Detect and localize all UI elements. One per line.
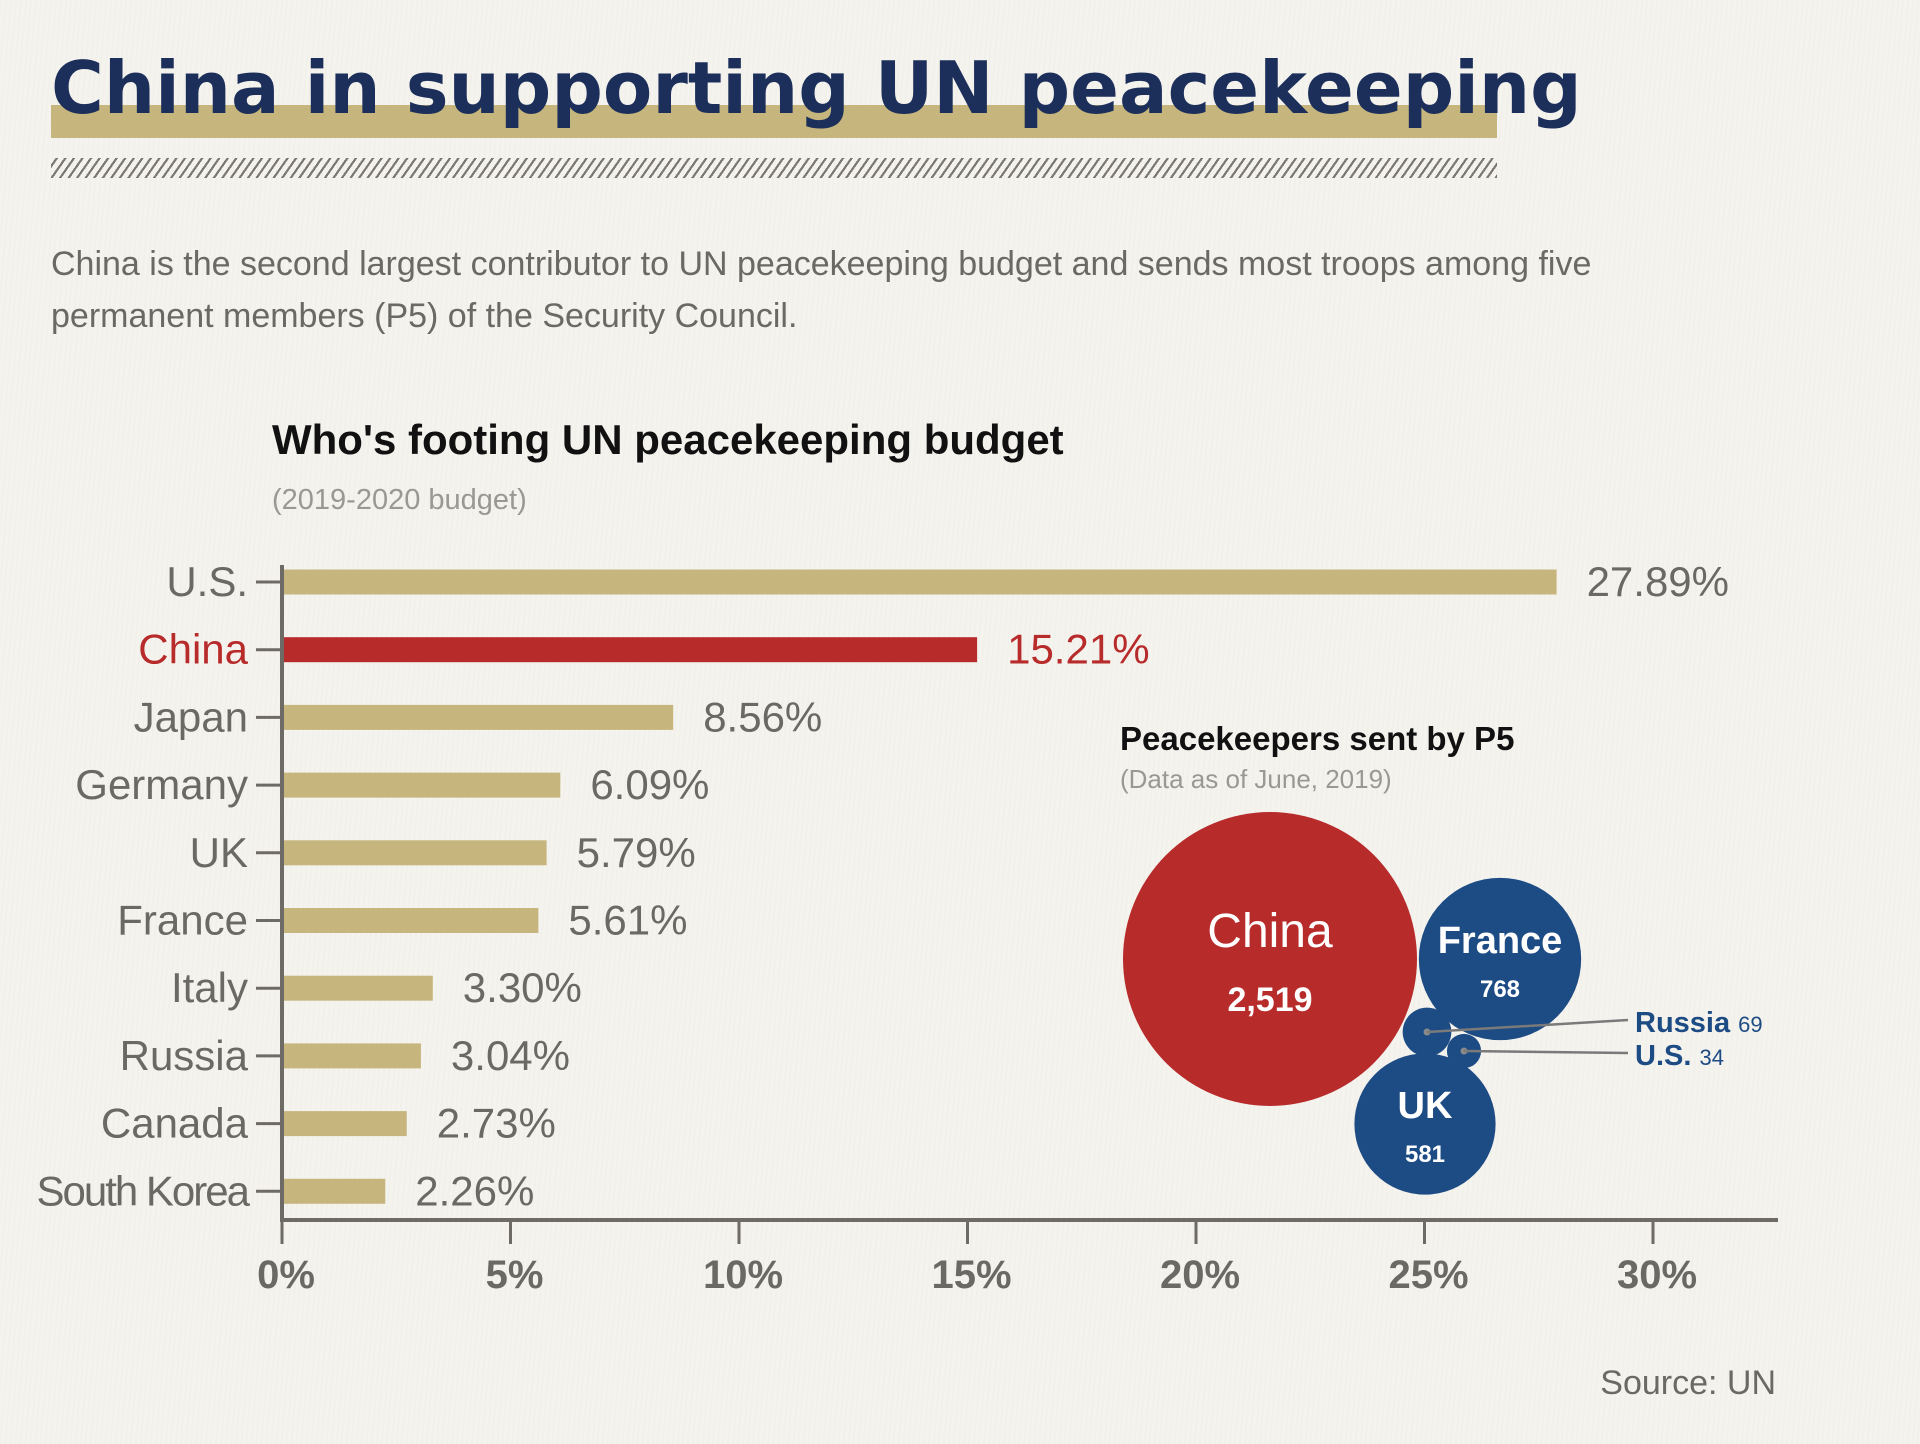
title-hatch-divider [51,158,1497,178]
data-label: 2.26% [415,1167,534,1214]
bar-u-s- [284,569,1557,595]
bar-france [284,908,539,933]
x-tick-label: 10% [703,1253,783,1297]
data-label: 5.61% [568,897,687,944]
category-label: France [117,897,248,944]
data-label: 15.21% [1007,626,1149,673]
category-label: Japan [134,693,248,740]
bar-china [284,637,978,663]
data-label: 27.89% [1587,558,1729,605]
category-label: China [138,626,248,673]
data-label: 5.79% [577,829,696,876]
callout-name: U.S. [1635,1040,1699,1072]
x-tick-label: 5% [486,1253,544,1297]
callout-value: 69 [1738,1012,1762,1037]
callout-label: U.S. 34 [1635,1040,1724,1072]
x-tick-label: 25% [1388,1253,1468,1297]
category-label: UK [190,829,248,876]
bar-chart-title: Who's footing UN peacekeeping budget [272,416,1064,463]
callout-name: Russia [1635,1007,1738,1039]
x-tick-label: 0% [257,1253,315,1297]
bubble-chart-subtitle: (Data as of June, 2019) [1120,764,1392,794]
bar-south-korea [284,1178,386,1204]
bubble-value-label: 581 [1405,1141,1445,1168]
category-label: South Korea [36,1167,250,1214]
callout-value: 34 [1699,1045,1723,1070]
category-label: Germany [75,761,248,808]
data-label: 6.09% [590,761,709,808]
bubble-name-label: France [1438,920,1563,962]
callout-leader-line [1463,1049,1629,1055]
bubble-uk [1354,1053,1496,1195]
bubble-value-label: 2,519 [1227,981,1312,1019]
category-label: Russia [120,1032,249,1079]
bubble-name-label: UK [1398,1085,1453,1127]
bar-russia [284,1043,421,1069]
data-label: 8.56% [703,693,822,740]
bubble-china [1123,812,1417,1106]
bar-italy [284,975,433,1001]
page-title: China in supporting UN peacekeeping [51,46,1582,130]
x-tick-label: 30% [1617,1253,1697,1297]
category-label: Canada [101,1100,249,1147]
bar-chart-subtitle: (2019-2020 budget) [272,484,527,516]
bar-germany [284,772,561,798]
source-note: Source: UN [1600,1364,1776,1402]
bubble-value-label: 768 [1480,976,1520,1003]
category-label: Italy [171,964,248,1011]
bar-canada [284,1111,407,1137]
intro-text: China is the second largest contributor … [51,245,1592,335]
bar-japan [284,704,674,730]
bar-uk [284,840,547,866]
bubble-france [1418,877,1582,1041]
data-label: 3.04% [451,1032,570,1079]
data-label: 2.73% [437,1100,556,1147]
category-label: U.S. [166,558,248,605]
callout-label: Russia 69 [1635,1007,1763,1039]
bubble-name-label: China [1207,905,1333,958]
x-tick-label: 15% [931,1253,1011,1297]
bubble-chart-title: Peacekeepers sent by P5 [1120,720,1515,757]
callout-leader-line [1426,1018,1629,1034]
x-tick-label: 20% [1160,1253,1240,1297]
data-label: 3.30% [463,964,582,1011]
title-highlight-band [51,105,1497,138]
